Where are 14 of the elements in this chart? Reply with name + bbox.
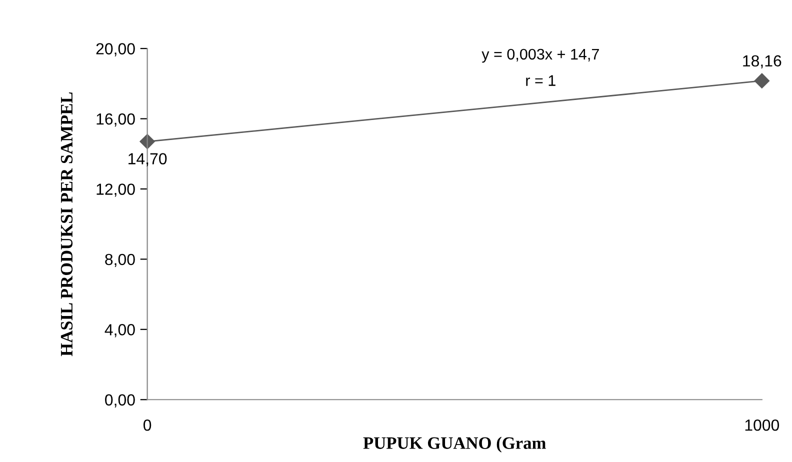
x-tick-label: 1000	[745, 419, 780, 431]
y-tick-label: 8,00	[105, 254, 135, 268]
x-axis-title: PUPUK GUANO (Gram	[363, 436, 546, 452]
annotation: y = 0,003x + 14,7	[482, 48, 599, 63]
y-tick-label: 12,00	[96, 184, 135, 197]
y-tick-label: 20,00	[96, 43, 135, 56]
y-axis-title: HASIL PRODUKSI PER SAMPEL	[60, 92, 73, 356]
x-tick-label: 0	[143, 419, 152, 431]
y-tick-label: 16,00	[96, 113, 135, 127]
data-label: 14,70	[128, 153, 167, 166]
y-tick-label: 0,00	[105, 394, 135, 408]
y-tick-label: 4,00	[104, 324, 135, 338]
data-label: 18,16	[743, 55, 782, 68]
annotation: r = 1	[526, 75, 556, 86]
